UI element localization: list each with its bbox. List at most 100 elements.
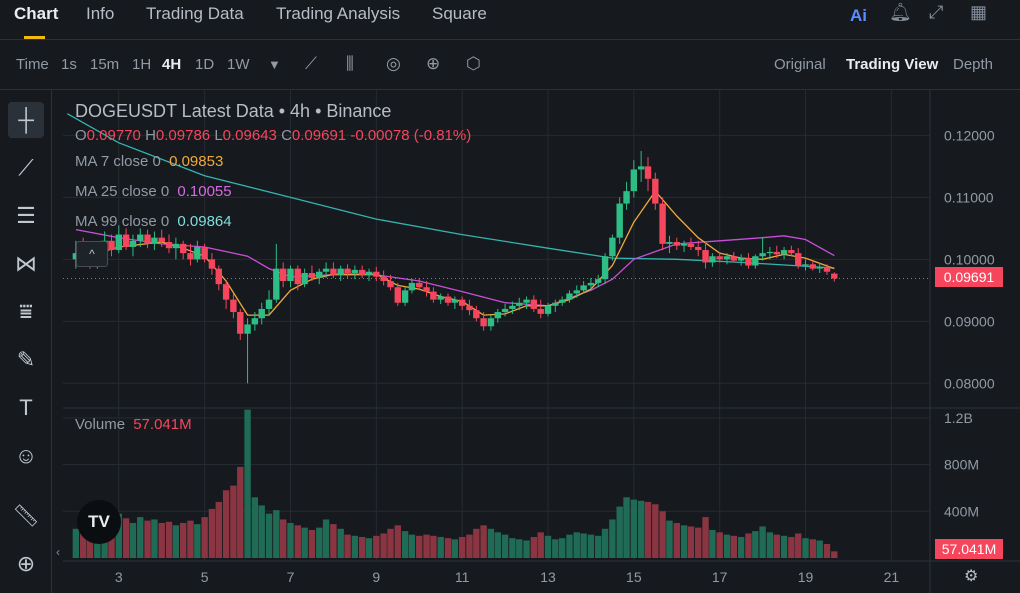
drawing-tools-sidebar: ┼ ⟋ ☰ ⋈ ⩸ ✎ T ☺ 📏︎ ⊕ — [0, 90, 52, 593]
interval-dropdown-icon[interactable]: ▼ — [268, 57, 281, 72]
camera-icon[interactable]: ◎ — [386, 54, 401, 73]
candlestick — [222, 281, 230, 309]
interval-1w[interactable]: 1W — [227, 56, 250, 73]
interval-4h[interactable]: 4H — [162, 56, 182, 73]
candlestick — [437, 293, 444, 304]
candlestick — [831, 272, 838, 282]
volume-bar — [401, 531, 409, 558]
time-label[interactable]: Time — [16, 56, 49, 73]
volume-bar — [466, 534, 473, 558]
candle-body — [823, 266, 831, 272]
collapse-legend-button[interactable]: ^ — [76, 241, 108, 267]
candle-body — [151, 237, 158, 244]
horizontal-lines-icon[interactable]: ☰ — [16, 203, 36, 228]
time-tick-label: 11 — [455, 569, 470, 585]
text-icon[interactable]: T — [19, 395, 33, 420]
candlestick — [258, 302, 265, 325]
candle-body — [316, 271, 323, 278]
volume-bar — [601, 528, 609, 558]
interval-1h[interactable]: 1H — [132, 56, 152, 73]
bell-icon[interactable]: 🔔︎ — [889, 2, 912, 22]
candle-body — [158, 237, 165, 242]
volume-bar — [308, 529, 316, 558]
candle-body — [609, 237, 616, 257]
time-tick-label: 17 — [712, 569, 728, 585]
volume-bar — [552, 539, 559, 558]
candle-body — [773, 251, 780, 255]
candle-body — [558, 299, 566, 303]
candle-body — [322, 268, 330, 272]
top-tab-bar: Chart Info Trading Data Trading Analysis… — [0, 0, 1020, 40]
grid-icon[interactable]: ▦ — [970, 2, 988, 22]
volume-bar — [165, 521, 173, 558]
volume-bar — [766, 532, 774, 558]
volume-bar — [673, 522, 680, 558]
fib-icon[interactable]: ⩸ — [19, 299, 33, 324]
crosshair-icon[interactable]: ┼ — [8, 102, 44, 138]
volume-bar — [509, 538, 516, 558]
candle-body — [666, 241, 673, 244]
ai-icon[interactable]: Ai — [850, 6, 867, 25]
ma25-line — [75, 228, 835, 307]
axis-settings-icon[interactable]: ⚙︎ — [964, 568, 979, 585]
volume-bar — [587, 534, 595, 558]
tab-trading-analysis[interactable]: Trading Analysis — [276, 4, 401, 23]
ohlc-legend: O0.09770 H0.09786 L0.09643 C0.09691 -0.0… — [75, 127, 471, 144]
tab-square[interactable]: Square — [432, 4, 487, 23]
candle-body — [752, 256, 759, 266]
volume-bar — [201, 517, 208, 558]
candlestick — [158, 229, 165, 247]
volume-bar — [215, 501, 223, 558]
candle-body — [265, 299, 273, 309]
close-label: C — [281, 127, 292, 144]
candlestick — [151, 231, 158, 251]
candle-body — [831, 273, 838, 279]
volume-bar — [122, 518, 130, 558]
volume-bar — [752, 531, 759, 558]
candlestick — [387, 274, 394, 291]
candle-body — [802, 264, 809, 266]
volume-bar — [387, 528, 394, 558]
volume-tag: 57.041M — [935, 539, 1003, 559]
chart-toolbar: Time 1s 15m 1H 4H 1D 1W ▼ ⟋ ⫼ ◎ ⊕ ⬡ Orig… — [0, 40, 1020, 90]
settings-icon[interactable]: ⬡ — [466, 54, 481, 73]
volume-bar — [737, 536, 745, 558]
interval-15m[interactable]: 15m — [90, 56, 120, 73]
tab-info[interactable]: Info — [86, 4, 115, 23]
volume-bar — [573, 532, 580, 558]
candle-body — [788, 250, 795, 254]
volume-bar — [716, 532, 723, 558]
ruler-icon[interactable]: 📏︎ — [12, 503, 40, 528]
volume-bar — [659, 511, 666, 558]
zoom-icon[interactable]: ⊕ — [16, 551, 36, 576]
view-original[interactable]: Original — [774, 56, 826, 73]
view-trading-view[interactable]: Trading View — [846, 56, 939, 73]
add-icon[interactable]: ⊕ — [426, 54, 441, 73]
candlestick — [766, 246, 774, 260]
volume-bar — [380, 533, 387, 558]
interval-1s[interactable]: 1s — [61, 56, 77, 73]
indicator-icon[interactable]: ⟋ — [305, 54, 317, 73]
candle-type-icon[interactable]: ⫼ — [346, 54, 354, 73]
tab-trading-data[interactable]: Trading Data — [146, 4, 244, 23]
pattern-icon[interactable]: ⋈ — [15, 251, 37, 276]
candlestick — [788, 245, 795, 257]
sidebar-collapse-icon[interactable]: ‹ — [56, 545, 60, 559]
view-depth[interactable]: Depth — [953, 56, 994, 73]
candlestick — [809, 260, 817, 271]
candlestick — [416, 277, 423, 291]
interval-1d[interactable]: 1D — [195, 56, 215, 73]
candle-body — [480, 318, 487, 327]
candlestick — [623, 181, 630, 210]
candle-body — [458, 299, 466, 306]
candle-body — [351, 269, 359, 273]
emoji-icon[interactable]: ☺ — [14, 443, 38, 468]
brush-icon[interactable]: ✎ — [16, 347, 36, 372]
volume-bar — [244, 409, 251, 558]
trend-line-icon[interactable]: ⟋ — [18, 155, 34, 180]
tab-chart[interactable]: Chart — [14, 4, 59, 23]
candlestick — [330, 262, 337, 278]
candlestick — [566, 290, 573, 303]
expand-icon[interactable]: ⤢ — [929, 2, 944, 22]
